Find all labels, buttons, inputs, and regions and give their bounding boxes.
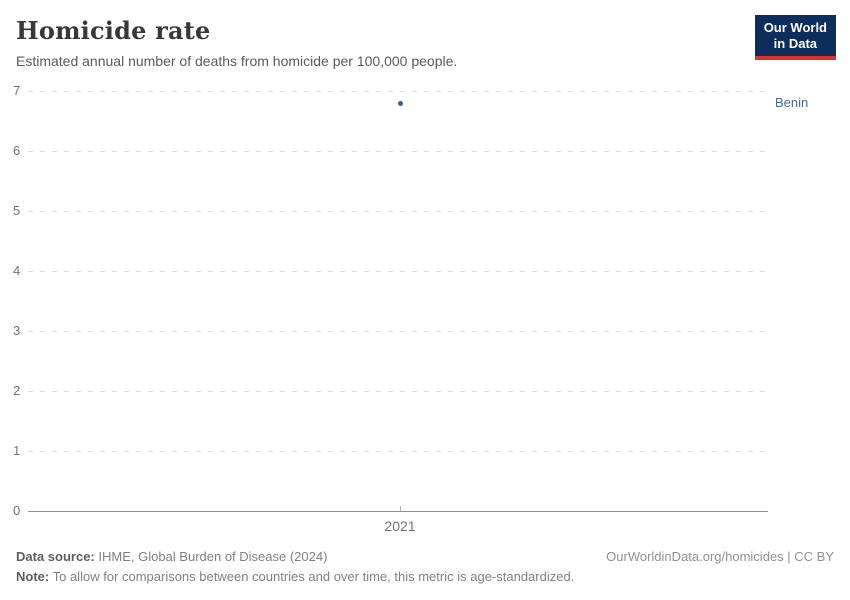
owid-logo: Our World in Data bbox=[754, 15, 836, 60]
y-gridline bbox=[28, 391, 768, 392]
owid-logo-line1: Our World bbox=[763, 20, 827, 35]
y-axis-tick-label: 3 bbox=[13, 323, 21, 338]
chart-subtitle: Estimated annual number of deaths from h… bbox=[16, 53, 458, 69]
plot-area bbox=[28, 91, 768, 512]
owid-logo-line2: in Data bbox=[773, 36, 818, 51]
entity-label: Benin bbox=[775, 95, 809, 110]
y-axis-tick-label: 4 bbox=[13, 263, 21, 278]
y-gridline bbox=[28, 151, 768, 152]
footer-citation-link[interactable]: OurWorldinData.org/homicides | CC BY bbox=[606, 549, 834, 564]
data-source-value: IHME, Global Burden of Disease (2024) bbox=[98, 549, 328, 564]
footer-data-source: Data source: IHME, Global Burden of Dise… bbox=[16, 549, 327, 564]
y-axis-tick-label: 0 bbox=[13, 503, 21, 518]
note-value: To allow for comparisons between countri… bbox=[52, 569, 575, 584]
y-gridline bbox=[28, 211, 768, 212]
data-point bbox=[398, 101, 403, 106]
note-label: Note: bbox=[16, 569, 50, 584]
y-gridline bbox=[28, 331, 768, 332]
y-axis-tick-label: 2 bbox=[13, 383, 21, 398]
x-axis-line bbox=[28, 511, 768, 512]
y-axis-tick-label: 5 bbox=[13, 203, 21, 218]
x-axis-tick bbox=[400, 506, 401, 511]
y-gridline bbox=[28, 91, 768, 92]
x-axis-tick-label: 2021 bbox=[384, 518, 416, 534]
y-axis-tick-label: 6 bbox=[13, 143, 21, 158]
y-gridline bbox=[28, 451, 768, 452]
data-source-label: Data source: bbox=[16, 549, 95, 564]
y-axis-tick-label: 1 bbox=[13, 443, 21, 458]
page-title: Homicide rate bbox=[16, 16, 211, 45]
y-axis-tick-label: 7 bbox=[13, 83, 21, 98]
footer-note: Note: To allow for comparisons between c… bbox=[16, 569, 574, 584]
chart-area: 0 1 2 3 4 5 6 7 2021 Benin bbox=[0, 83, 850, 551]
y-gridline bbox=[28, 271, 768, 272]
